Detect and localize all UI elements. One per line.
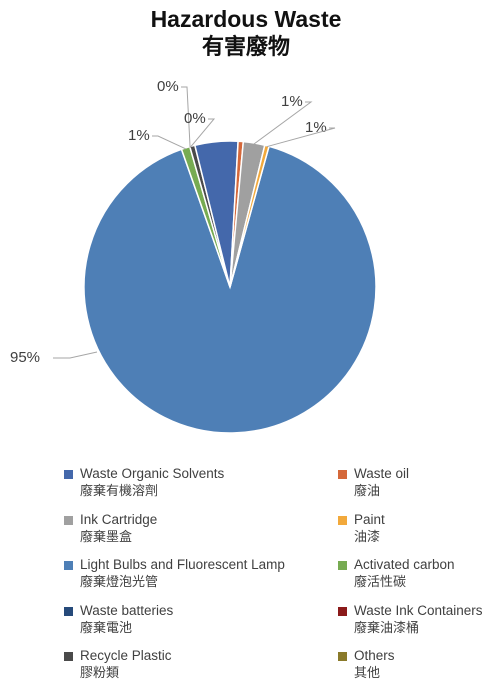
chart-subtitle: 有害廢物 bbox=[201, 35, 290, 60]
leader-line bbox=[152, 135, 187, 150]
data-label: 1% bbox=[128, 127, 150, 144]
legend-label-zh: 膠粉類 bbox=[80, 666, 120, 681]
legend-swatch bbox=[338, 470, 347, 479]
data-label: 0% bbox=[184, 110, 206, 127]
legend-label-zh: 其他 bbox=[354, 666, 381, 681]
legend-label-zh: 廢棄墨盒 bbox=[80, 529, 133, 545]
data-label: 1% bbox=[281, 93, 303, 110]
legend-label-en: Waste Ink Containers bbox=[354, 602, 483, 618]
legend-swatch bbox=[64, 606, 73, 616]
legend-swatch bbox=[64, 652, 73, 661]
leader-line bbox=[181, 86, 191, 148]
pie-labels: 95%1%0%0%1%1% bbox=[10, 78, 336, 366]
legend-label-zh: 廢棄電池 bbox=[80, 620, 133, 636]
legend-label-zh: 廢棄燈泡光管 bbox=[80, 575, 159, 590]
pie-slice-light-bulbs-and-fluorescent-lamp bbox=[83, 145, 377, 434]
legend-label-zh: 廢活性碳 bbox=[354, 575, 407, 590]
legend-label-en: Activated carbon bbox=[354, 557, 455, 572]
legend-label-en: Waste oil bbox=[354, 466, 410, 481]
leader-line bbox=[266, 127, 336, 148]
legend-swatch bbox=[64, 470, 73, 479]
legend-swatch bbox=[64, 515, 73, 525]
legend-label-zh: 廢棄油漆桶 bbox=[354, 620, 420, 636]
legend-label-en: Paint bbox=[354, 511, 385, 527]
legend-label-en: Recycle Plastic bbox=[80, 648, 172, 663]
leader-line bbox=[53, 351, 98, 359]
legend-label-en: Ink Cartridge bbox=[80, 511, 158, 527]
legend-swatch bbox=[64, 561, 73, 570]
legend-swatch bbox=[338, 606, 347, 616]
leader-line bbox=[189, 118, 216, 148]
data-label: 95% bbox=[10, 349, 40, 366]
legend-label-en: Light Bulbs and Fluorescent Lamp bbox=[80, 557, 285, 572]
leader-line bbox=[253, 101, 313, 145]
data-label: 0% bbox=[157, 78, 179, 95]
legend-label-zh: 油漆 bbox=[354, 529, 381, 545]
pie-chart: 95%1%0%0%1%1% bbox=[10, 78, 377, 434]
legend-label-zh: 廢油 bbox=[354, 484, 381, 499]
legend-swatch bbox=[338, 515, 347, 525]
chart-title: Hazardous Waste bbox=[150, 6, 342, 32]
legend-label-en: Waste Organic Solvents bbox=[80, 466, 225, 481]
legend-swatch bbox=[338, 652, 347, 661]
pie-slices bbox=[83, 140, 377, 434]
legend-label-zh: 廢棄有機溶劑 bbox=[80, 484, 159, 499]
legend-label-en: Waste batteries bbox=[80, 602, 174, 618]
legend-label-en: Others bbox=[354, 648, 395, 663]
legend-swatch bbox=[338, 561, 347, 570]
